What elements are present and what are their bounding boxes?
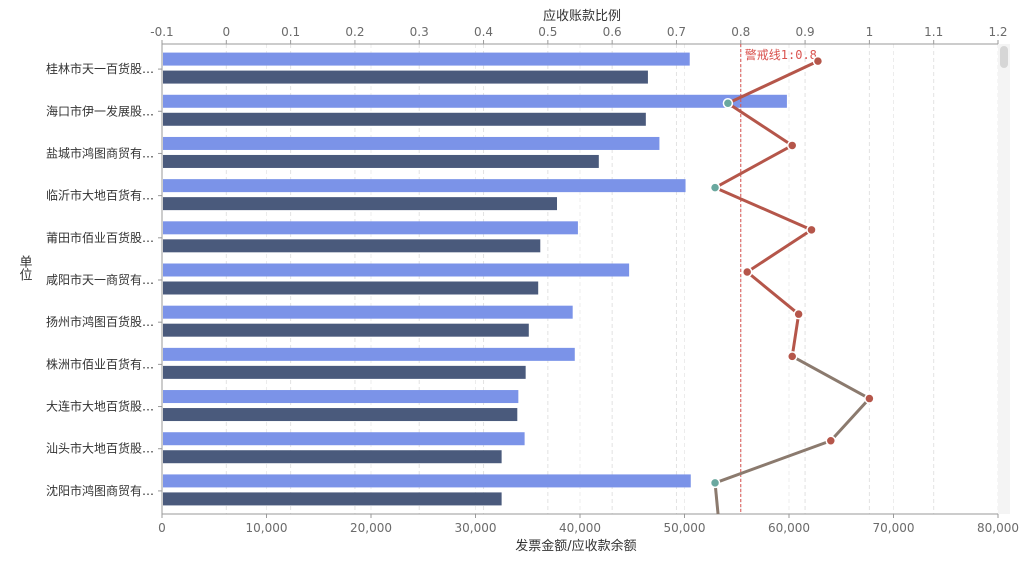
ratio-line-segment	[726, 59, 820, 105]
ratio-point	[741, 266, 753, 278]
top-tick-label: -0.1	[150, 25, 173, 39]
ratio-line-segment	[713, 439, 833, 485]
bottom-tick-label: 60,000	[768, 521, 810, 535]
ratio-point	[786, 140, 798, 151]
bar-invoice	[163, 136, 660, 150]
bottom-tick-label: 10,000	[246, 521, 288, 535]
bar-invoice	[163, 179, 686, 193]
scrollbar[interactable]	[998, 44, 1010, 514]
top-tick-label: 0.3	[410, 25, 429, 39]
ratio-point	[864, 393, 875, 404]
bar-receivable	[163, 70, 648, 84]
ratio-line-segment	[790, 354, 871, 401]
category-label: 沈阳市鸿图商贸有…	[46, 483, 154, 498]
bottom-tick-label: 70,000	[873, 521, 915, 535]
bar-invoice	[163, 94, 787, 108]
top-tick-label: 1	[866, 25, 874, 39]
category-label: 盐城市鸿图商贸有…	[46, 145, 154, 160]
category-label: 株洲市佰业百货有…	[46, 356, 154, 371]
bar-receivable	[163, 408, 518, 422]
ratio-point	[806, 224, 817, 236]
bar-receivable	[163, 239, 541, 253]
top-axis-title: 应收账款比例	[543, 8, 621, 24]
top-tick-label: 0.2	[345, 25, 364, 39]
ratio-point	[793, 308, 804, 320]
ratio-point	[786, 351, 798, 362]
bar-invoice	[163, 347, 575, 361]
bar-receivable	[163, 492, 502, 506]
top-tick-label: 1.1	[924, 25, 943, 39]
ratio-point	[709, 182, 721, 193]
category-label: 莆田市佰业百货股…	[46, 230, 154, 245]
ratio-line-segment	[726, 101, 794, 147]
bar-invoice	[163, 390, 519, 404]
ratio-line-segment	[790, 312, 801, 358]
bar-receivable	[163, 154, 599, 168]
top-tick-label: 0	[222, 25, 230, 39]
y-axis-title: 单位	[17, 255, 33, 281]
category-label: 扬州市鸿图百货股…	[46, 314, 154, 329]
bar-receivable	[163, 365, 526, 379]
bar-invoice	[163, 52, 690, 66]
top-tick-label: 0.1	[281, 25, 300, 39]
bar-receivable	[163, 197, 558, 211]
top-tick-label: 0.5	[538, 25, 557, 39]
top-tick-label: 0.6	[603, 25, 622, 39]
ratio-line-segment	[745, 270, 801, 316]
ratio-point	[722, 98, 734, 109]
top-tick-label: 0.8	[731, 25, 750, 39]
bar-receivable	[163, 450, 502, 464]
top-tick-label: 1.2	[988, 25, 1007, 39]
bottom-tick-label: 50,000	[664, 521, 706, 535]
top-tick-label: 0.4	[474, 25, 493, 39]
bar-receivable	[163, 281, 539, 295]
bottom-tick-label: 30,000	[455, 521, 497, 535]
category-label: 汕头市大地百货股…	[46, 441, 154, 456]
top-tick-label: 0.9	[796, 25, 815, 39]
top-tick-label: 0.7	[667, 25, 686, 39]
bar-receivable	[163, 112, 646, 126]
bar-invoice	[163, 432, 525, 446]
ratio-point	[825, 435, 837, 446]
ratio-point	[812, 55, 824, 67]
bottom-tick-label: 40,000	[559, 521, 601, 535]
bar-invoice	[163, 305, 573, 319]
bar-invoice	[163, 263, 630, 277]
scrollbar-thumb[interactable]	[1000, 46, 1008, 68]
category-label: 咸阳市天一商贸有…	[46, 272, 154, 287]
ratio-line-segment	[745, 228, 814, 274]
ratio-line-segment	[713, 143, 794, 190]
bottom-tick-label: 80,000	[977, 521, 1019, 535]
bar-invoice	[163, 474, 691, 488]
bottom-tick-label: 0	[158, 521, 166, 535]
category-label: 海口市伊一发展股…	[46, 103, 154, 118]
ratio-line-segment	[713, 186, 814, 232]
bottom-axis-title: 发票金额/应收款余额	[515, 538, 636, 554]
category-label: 桂林市天一百货股…	[46, 61, 154, 76]
ratio-line-segment	[829, 397, 871, 443]
category-label: 大连市大地百货股…	[46, 399, 154, 414]
bottom-tick-label: 20,000	[350, 521, 392, 535]
bar-receivable	[163, 323, 529, 337]
ratio-point	[709, 477, 721, 489]
category-label: 临沂市大地百货有…	[46, 188, 154, 203]
bar-invoice	[163, 221, 578, 235]
warning-line-label: 警戒线1:0.8	[745, 47, 817, 62]
